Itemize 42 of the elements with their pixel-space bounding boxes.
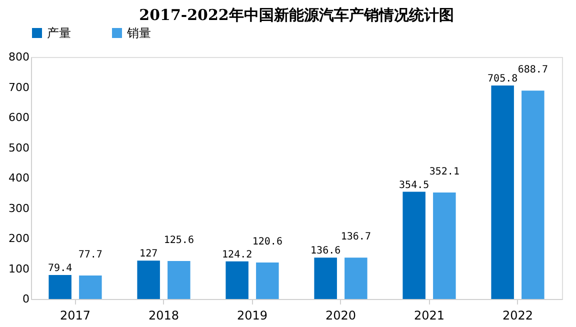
data-label: 127 [140,248,158,260]
bar [168,261,190,299]
data-label: 352.1 [429,166,460,178]
y-tick-label: 0 [22,292,30,306]
y-tick-label: 100 [8,262,30,276]
bar [491,85,514,299]
y-tick-label: 800 [8,50,30,64]
data-label: 705.8 [488,73,518,84]
x-tick-label: 2020 [325,308,356,322]
y-tick-label: 400 [8,172,30,184]
x-tick-label: 2017 [60,308,91,322]
bar [522,90,544,299]
data-label: 124.2 [222,249,252,260]
bar [433,192,456,299]
y-tick-label: 700 [8,80,30,94]
y-tick-label: 500 [8,141,30,154]
data-label: 688.7 [518,64,548,76]
x-tick-label: 2021 [414,308,445,322]
x-tick-label: 2022 [502,308,534,322]
data-label: 136.7 [340,232,371,243]
legend-label: 销量 [126,26,151,40]
data-label: 136.6 [310,246,341,257]
y-tick-label: 600 [8,111,30,124]
bar [48,274,72,299]
y-tick-label: 300 [8,202,30,215]
data-label: 79.4 [48,262,72,274]
data-label: 120.6 [252,236,282,248]
bar [314,258,337,299]
bar [256,262,279,299]
bar [344,258,368,299]
chart-title: 2017-2022年中国新能源汽车产销情况统计图 [139,6,454,24]
data-label: 354.5 [399,180,430,191]
bar [137,260,160,299]
data-label: 77.7 [78,249,102,260]
legend-label: 产量 [47,26,71,40]
data-label: 125.6 [164,235,194,246]
bar [226,261,248,299]
x-tick-label: 2018 [148,308,180,322]
bar [402,192,426,299]
x-tick-label: 2019 [236,308,268,322]
bar [79,275,102,299]
y-tick-label: 200 [8,232,30,245]
